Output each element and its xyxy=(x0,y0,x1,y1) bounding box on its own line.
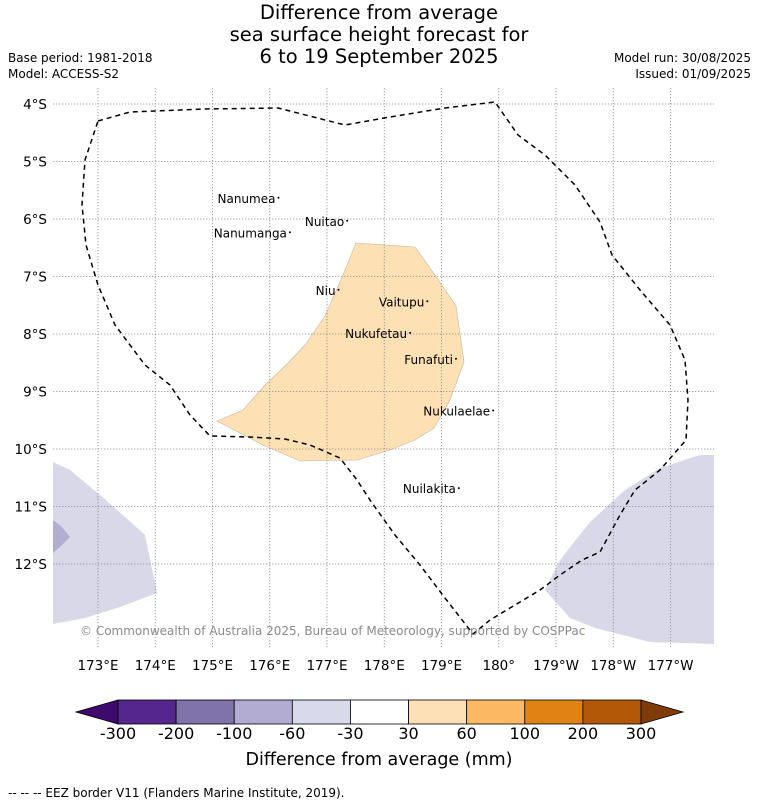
negative-anomaly-west-strong xyxy=(53,520,70,553)
island-dot xyxy=(426,300,429,303)
eez-border-footnote: -- -- -- EEZ border V11 (Flanders Marine… xyxy=(8,786,345,800)
positive-anomaly-central xyxy=(216,242,465,462)
longitude-label: 178°E xyxy=(364,658,405,674)
colorbar-extend-low xyxy=(74,699,119,725)
latitude-label: 10°S xyxy=(15,442,48,458)
latitude-label: 5°S xyxy=(23,155,47,171)
gridlines xyxy=(53,88,714,648)
colorbar-tick-label: 60 xyxy=(456,724,477,743)
island-label: Nukufetau xyxy=(345,327,407,341)
colorbar-segment xyxy=(466,699,526,725)
island-marks xyxy=(277,196,495,490)
latitude-label: 4°S xyxy=(23,97,47,113)
longitude-label: 178°W xyxy=(590,658,636,674)
island-label: Nanumea xyxy=(218,192,276,206)
longitude-label: 176°E xyxy=(249,658,290,674)
island-label: Niu xyxy=(316,284,336,298)
negative-anomaly-west xyxy=(53,462,157,624)
latitude-label: 12°S xyxy=(15,557,48,573)
eez-border xyxy=(81,101,689,636)
island-dot xyxy=(277,196,280,199)
title-line-1: Difference from average xyxy=(259,1,499,24)
colorbar-tick-label: 200 xyxy=(567,724,599,743)
longitude-label: 173°E xyxy=(77,658,118,674)
colorbar-segment xyxy=(291,699,351,725)
longitude-label: 180° xyxy=(482,658,515,674)
latitude-label: 7°S xyxy=(23,270,47,286)
colorbar-segment xyxy=(175,699,235,725)
model-run: Model run: 30/08/2025 xyxy=(613,51,751,65)
longitude-label: 175°E xyxy=(192,658,233,674)
colorbar xyxy=(74,699,685,725)
colorbar-tick-label: -100 xyxy=(216,724,253,743)
colorbar-segment xyxy=(350,699,409,725)
latitude-label: 9°S xyxy=(23,385,47,401)
colorbar-title: Difference from average (mm) xyxy=(245,750,513,770)
longitude-label: 177°E xyxy=(306,658,347,674)
colorbar-segment xyxy=(582,699,642,725)
island-label: Nanumanga xyxy=(214,226,287,240)
island-label: Nuilakita xyxy=(403,482,456,496)
island-dot xyxy=(288,231,291,234)
island-dot xyxy=(346,219,349,222)
colorbar-segment xyxy=(117,699,177,725)
colorbar-segment xyxy=(408,699,468,725)
colorbar-tick-label: -200 xyxy=(157,724,195,743)
island-dot xyxy=(457,487,460,490)
issued-date: Issued: 01/09/2025 xyxy=(635,67,751,81)
island-label: Nukulaelae xyxy=(423,405,490,419)
island-label: Nuitao xyxy=(305,215,344,229)
colorbar-tick-label: 300 xyxy=(625,724,657,743)
colorbar-segment xyxy=(233,699,293,725)
latitude-label: 11°S xyxy=(15,500,48,516)
longitude-label: 177°W xyxy=(648,658,694,674)
colorbar-extend-high xyxy=(640,699,685,725)
colorbar-tick-label: 30 xyxy=(398,724,419,743)
map-panel xyxy=(53,88,714,648)
colorbar-tick-label: 100 xyxy=(509,724,541,743)
colorbar-tick-label: -60 xyxy=(279,724,306,743)
title-line-2: sea surface height forecast for xyxy=(229,23,529,46)
latitude-label: 6°S xyxy=(23,212,47,228)
island-dot xyxy=(454,357,457,360)
island-dot xyxy=(337,288,340,291)
colorbar-tick-label: -300 xyxy=(99,724,137,743)
island-label: Funafuti xyxy=(404,353,453,367)
base-period: Base period: 1981-2018 xyxy=(8,51,153,65)
longitude-label: 179°E xyxy=(421,658,462,674)
colorbar-tick-label: -30 xyxy=(337,724,364,743)
negative-anomaly-east xyxy=(545,455,714,644)
island-dot xyxy=(492,409,495,412)
colorbar-segment xyxy=(524,699,584,725)
latitude-label: 8°S xyxy=(23,327,47,343)
island-label: Vaitupu xyxy=(379,295,425,309)
credit-text: © Commonwealth of Australia 2025, Bureau… xyxy=(80,624,586,638)
model-name: Model: ACCESS-S2 xyxy=(8,67,120,81)
title-line-3: 6 to 19 September 2025 xyxy=(259,45,499,68)
island-dot xyxy=(409,331,412,334)
longitude-label: 174°E xyxy=(135,658,176,674)
longitude-label: 179°W xyxy=(533,658,579,674)
